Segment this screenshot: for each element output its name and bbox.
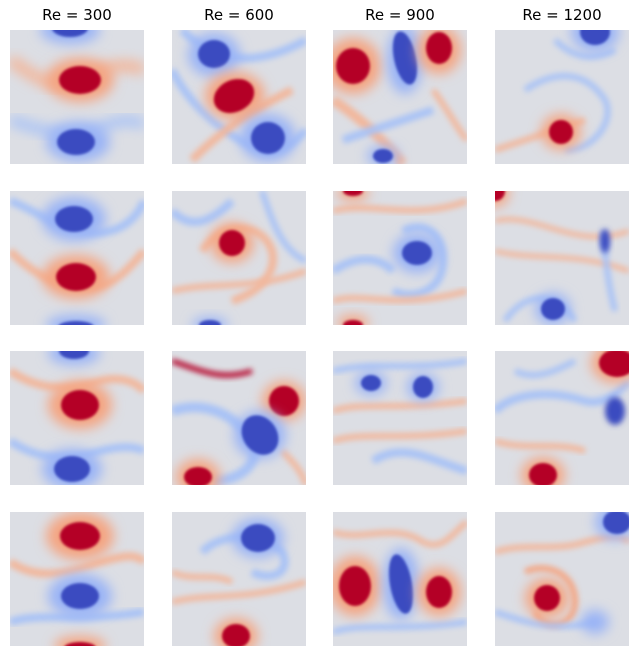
vorticity-panel-r4-c4: [495, 512, 629, 646]
column-title-re900: Re = 900: [365, 6, 435, 24]
vorticity-panel-r3-c3: [333, 351, 467, 485]
vorticity-panel-r1-c2: [172, 30, 306, 164]
vorticity-panel-r2-c1: [10, 191, 144, 325]
vorticity-panel-r2-c4: [495, 191, 629, 325]
vorticity-panel-r1-c4: [495, 30, 629, 164]
vorticity-panel-r1-c1: [10, 30, 144, 164]
vorticity-panel-r3-c1: [10, 351, 144, 485]
vorticity-panel-r4-c1: [10, 512, 144, 646]
vorticity-panel-r3-c2: [172, 351, 306, 485]
column-title-re600: Re = 600: [204, 6, 274, 24]
vorticity-panel-r4-c3: [333, 512, 467, 646]
vorticity-panel-r3-c4: [495, 351, 629, 485]
vorticity-panel-r2-c2: [172, 191, 306, 325]
column-title-re1200: Re = 1200: [522, 6, 602, 24]
vorticity-panel-r4-c2: [172, 512, 306, 646]
vorticity-panel-r1-c3: [333, 30, 467, 164]
column-title-re300: Re = 300: [42, 6, 112, 24]
vorticity-panel-r2-c3: [333, 191, 467, 325]
